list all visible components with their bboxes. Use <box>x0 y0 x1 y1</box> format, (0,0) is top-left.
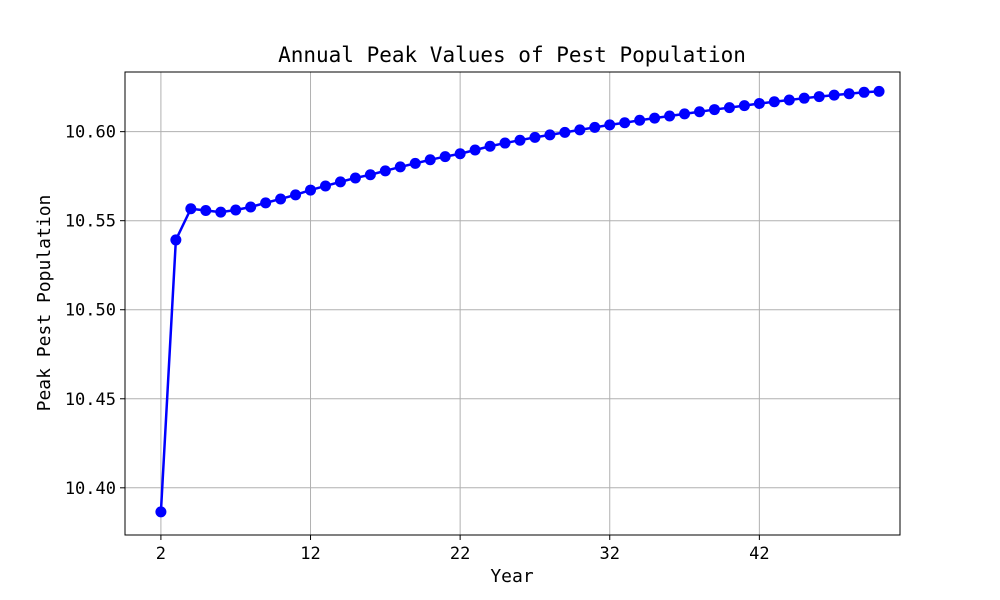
data-point <box>858 86 870 98</box>
x-axis-label: Year <box>490 566 534 587</box>
data-point <box>559 126 571 138</box>
y-tick-label: 10.40 <box>65 479 116 499</box>
data-point <box>753 98 765 110</box>
data-point <box>439 151 451 163</box>
data-point <box>379 165 391 177</box>
x-tick-label: 32 <box>600 544 620 564</box>
plot-frame <box>124 71 901 536</box>
data-point <box>828 89 840 101</box>
y-tick-label: 10.60 <box>65 123 116 143</box>
series-line <box>159 90 880 512</box>
data-point <box>409 157 421 169</box>
data-point <box>185 203 197 215</box>
axis-ticks: 2 12 22 32 42 10.40 10.45 10.50 10.55 10.60 <box>65 123 770 564</box>
data-point <box>813 91 825 103</box>
data-point <box>170 234 182 246</box>
data-point <box>768 96 780 108</box>
x-tick-label: 12 <box>300 544 320 564</box>
x-tick-label: 2 <box>156 544 166 564</box>
data-point <box>589 121 601 133</box>
data-point <box>349 172 361 184</box>
data-point <box>484 140 496 152</box>
data-point <box>723 102 735 114</box>
data-point <box>574 124 586 136</box>
data-point <box>319 180 331 192</box>
data-point <box>454 148 466 160</box>
data-point <box>708 104 720 116</box>
data-point <box>245 201 257 213</box>
data-point <box>200 205 212 217</box>
data-point <box>619 117 631 129</box>
chart-title: Annual Peak Values of Pest Population <box>278 43 746 67</box>
data-point <box>679 108 691 120</box>
data-point <box>738 100 750 112</box>
data-point <box>544 129 556 141</box>
data-point <box>514 134 526 146</box>
y-tick-label: 10.55 <box>65 212 116 232</box>
data-point <box>469 144 481 156</box>
data-point <box>873 85 885 97</box>
data-point <box>843 88 855 100</box>
data-point <box>290 189 302 201</box>
data-point <box>305 184 317 196</box>
x-tick-label: 22 <box>450 544 470 564</box>
data-point <box>215 206 227 218</box>
y-tick-label: 10.45 <box>65 390 116 410</box>
data-point <box>694 106 706 118</box>
data-point <box>364 169 376 181</box>
data-point <box>649 112 661 124</box>
data-point <box>424 154 436 166</box>
data-point <box>783 94 795 106</box>
data-point <box>260 197 272 209</box>
data-point <box>664 110 676 122</box>
data-point <box>394 161 406 173</box>
data-point <box>275 193 287 205</box>
data-point <box>334 176 346 188</box>
x-tick-label: 42 <box>749 544 769 564</box>
y-axis-label: Peak Pest Population <box>34 195 55 412</box>
chart-series <box>155 85 885 518</box>
data-point <box>529 131 541 143</box>
data-point <box>604 119 616 131</box>
y-tick-label: 10.50 <box>65 301 116 321</box>
data-point <box>499 137 511 149</box>
data-point <box>230 204 242 216</box>
data-point <box>798 92 810 104</box>
data-point <box>155 506 167 518</box>
data-point <box>634 114 646 126</box>
